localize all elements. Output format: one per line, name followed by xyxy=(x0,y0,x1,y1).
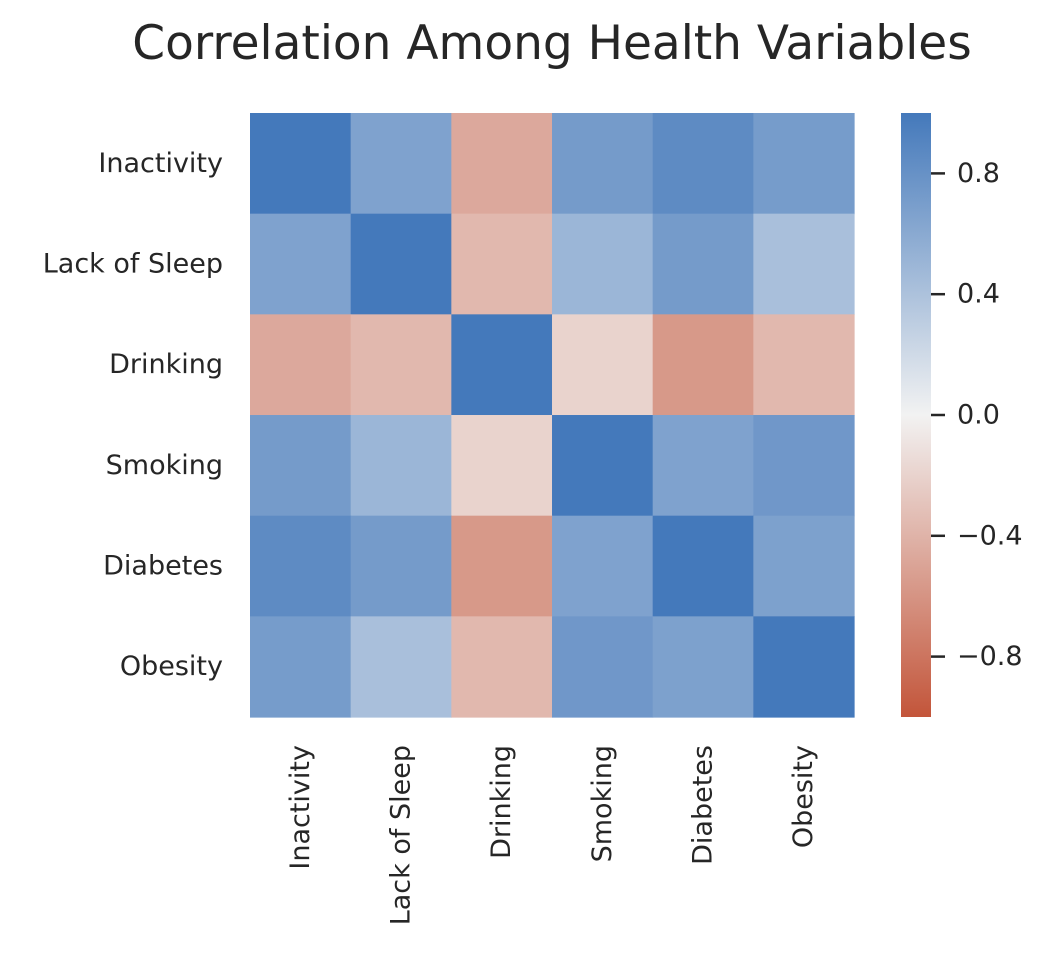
heatmap-cell xyxy=(652,113,754,215)
heatmap-cell xyxy=(250,616,352,718)
heatmap-cell xyxy=(552,415,654,517)
heatmap-cell xyxy=(753,314,855,416)
column-tick-label: Inactivity xyxy=(285,745,316,870)
heatmap-cell xyxy=(350,616,452,718)
colorbar-tick-label: 0.0 xyxy=(957,400,1000,431)
colorbar: 0.8 0.4 0.0 −0.4 −0.8 xyxy=(901,113,1023,717)
heatmap-cell xyxy=(552,616,654,718)
heatmap-cell xyxy=(250,314,352,416)
column-tick-label: Drinking xyxy=(486,745,517,859)
heatmap-cell xyxy=(753,515,855,617)
row-tick-label: Inactivity xyxy=(98,148,223,179)
heatmap-cell xyxy=(552,113,654,215)
chart-title: Correlation Among Health Variables xyxy=(132,16,971,71)
heatmap-cell xyxy=(350,314,452,416)
heatmap-cell xyxy=(652,314,754,416)
row-tick-label: Smoking xyxy=(106,450,223,481)
row-tick-label: Drinking xyxy=(109,349,223,380)
heatmap-cells xyxy=(250,113,855,718)
heatmap-cell xyxy=(753,213,855,315)
row-tick-label: Diabetes xyxy=(103,551,223,582)
row-tick-label: Lack of Sleep xyxy=(43,249,223,280)
column-tick-label: Lack of Sleep xyxy=(386,745,417,925)
heatmap-cell xyxy=(652,213,754,315)
row-labels: Inactivity Lack of Sleep Drinking Smoking Di… xyxy=(43,148,223,682)
heatmap-cell xyxy=(753,113,855,215)
row-tick-label: Obesity xyxy=(120,651,223,682)
heatmap-cell xyxy=(350,515,452,617)
colorbar-tick-label: −0.8 xyxy=(957,641,1023,672)
colorbar-tick-label: −0.4 xyxy=(957,520,1023,551)
heatmap-cell xyxy=(250,515,352,617)
heatmap-cell xyxy=(451,314,553,416)
heatmap-cell xyxy=(451,415,553,517)
heatmap-cell xyxy=(552,213,654,315)
heatmap-cell xyxy=(451,213,553,315)
column-tick-label: Obesity xyxy=(788,745,819,848)
heatmap-cell xyxy=(652,415,754,517)
colorbar-tick-label: 0.4 xyxy=(957,279,1000,310)
heatmap-cell xyxy=(552,515,654,617)
heatmap-cell xyxy=(350,113,452,215)
column-tick-label: Diabetes xyxy=(688,745,719,865)
colorbar-tick-label: 0.8 xyxy=(957,158,1000,189)
heatmap-cell xyxy=(350,213,452,315)
heatmap-cell xyxy=(552,314,654,416)
heatmap-cell xyxy=(753,415,855,517)
heatmap-cell xyxy=(250,113,352,215)
colorbar-ticks: 0.8 0.4 0.0 −0.4 −0.8 xyxy=(931,158,1023,672)
column-labels: Inactivity Lack of Sleep Drinking Smoking Di… xyxy=(285,745,819,925)
heatmap-cell xyxy=(451,616,553,718)
heatmap-cell xyxy=(451,515,553,617)
colorbar-gradient xyxy=(901,113,931,717)
heatmap-cell xyxy=(652,515,754,617)
heatmap-cell xyxy=(652,616,754,718)
column-tick-label: Smoking xyxy=(587,745,618,862)
heatmap-cell xyxy=(250,213,352,315)
heatmap-cell xyxy=(250,415,352,517)
heatmap-cell xyxy=(753,616,855,718)
heatmap-cell xyxy=(451,113,553,215)
heatmap-cell xyxy=(350,415,452,517)
